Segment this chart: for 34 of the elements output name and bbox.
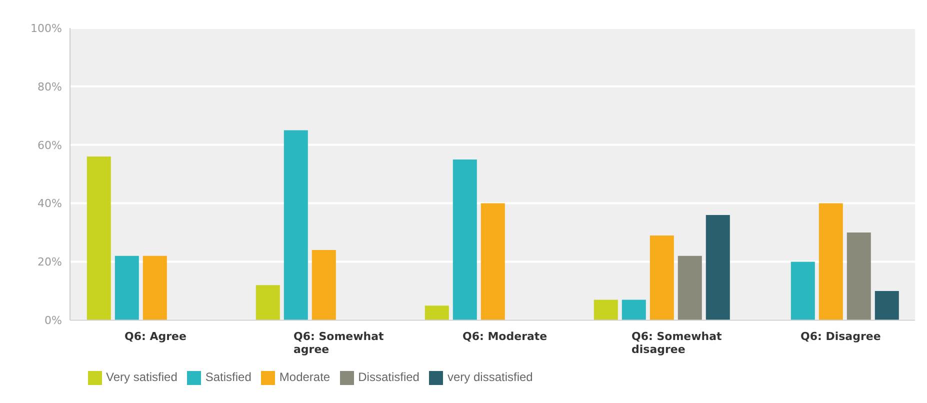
y-tick-label: 80% [38,80,62,94]
x-tick-label: Q6: Somewhat disagree [632,330,722,356]
legend-label: Dissatisfied [358,370,420,384]
x-tick-label: Q6: Agree [124,330,186,344]
bar [424,306,449,320]
legend-label: Moderate [279,370,330,384]
x-tick-label: Q6: Somewhat agree [294,330,384,356]
bar [650,235,674,320]
x-tick-label: Q6: Moderate [462,330,548,344]
bar [284,130,308,320]
bar [594,300,618,320]
bar [452,159,477,320]
y-tick-label: 20% [38,256,62,269]
x-tick-label: Q6: Disagree [800,330,881,344]
y-tick-label: 0% [44,314,62,328]
bar [790,262,815,320]
bar [86,156,111,320]
y-tick-label: 100% [30,22,62,35]
y-tick-label: 60% [38,138,62,152]
bar [846,232,871,320]
bar [256,285,280,320]
bar [312,250,336,320]
bar [114,256,139,320]
bar [818,203,843,320]
bar [622,300,646,320]
bar [480,203,505,320]
bar [142,256,167,320]
bar [706,214,730,320]
bar [678,256,702,320]
bar [874,290,899,320]
legend-label: Satisfied [205,370,252,384]
legend-label: Very satisfied [106,370,178,384]
legend-label: very dissatisfied [447,370,533,384]
y-tick-label: 40% [38,197,62,210]
